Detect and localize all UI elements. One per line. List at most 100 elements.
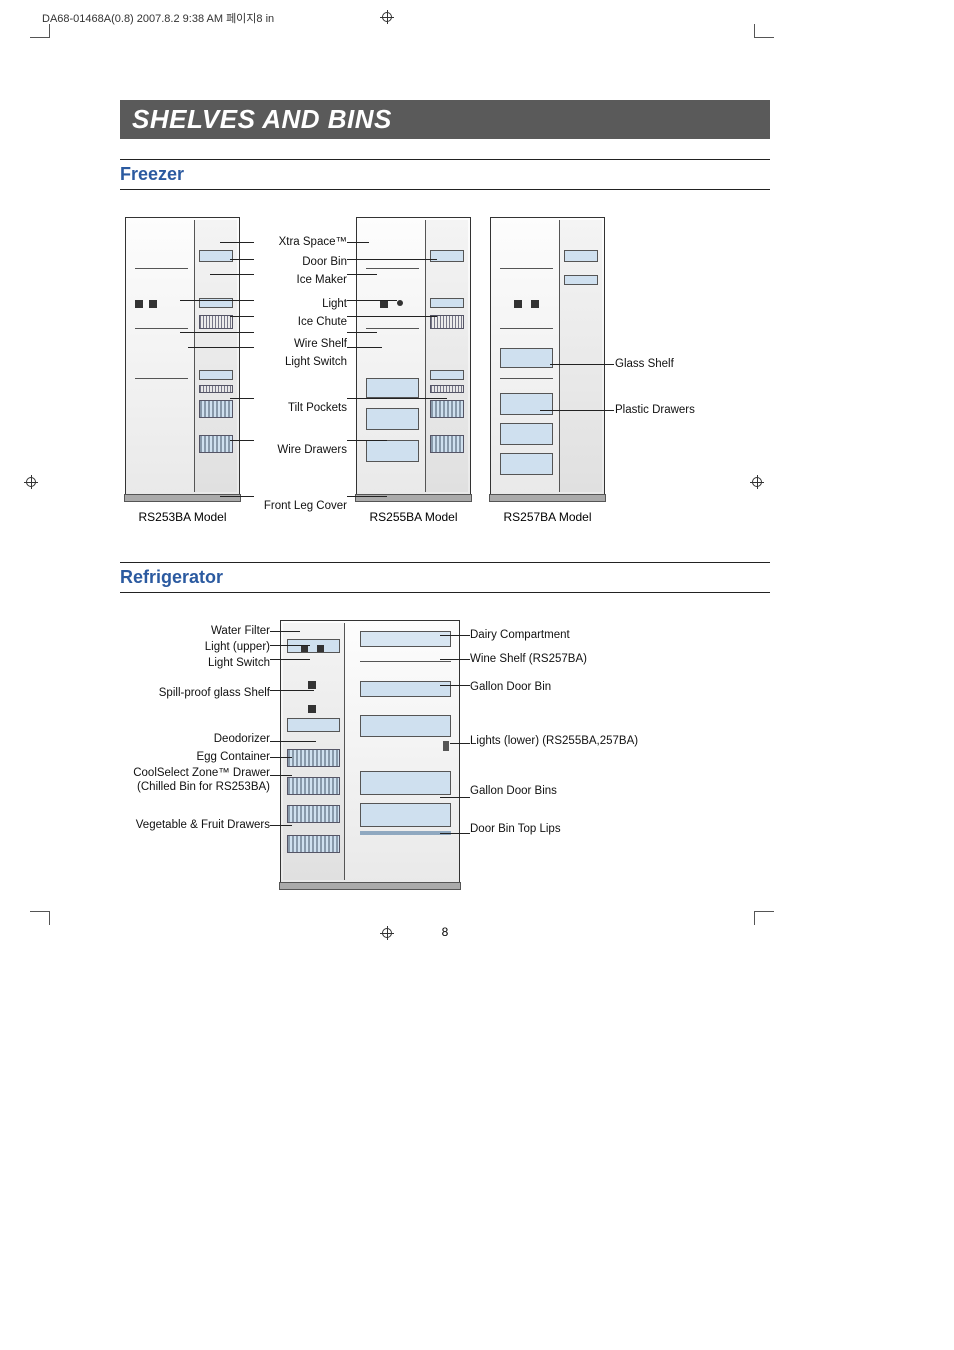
egg-container bbox=[287, 718, 340, 732]
label-plastic-drawers: Plastic Drawers bbox=[615, 404, 695, 416]
leader bbox=[270, 631, 300, 632]
door-bin-lip bbox=[360, 831, 451, 835]
light-icon bbox=[514, 300, 522, 308]
leader bbox=[550, 364, 614, 365]
door-panel bbox=[194, 220, 237, 492]
label-coolselect: CoolSelect Zone™ Drawer (Chilled Bin for… bbox=[90, 767, 270, 795]
leader bbox=[230, 259, 254, 260]
leader bbox=[180, 300, 254, 301]
freezer-rs253ba bbox=[125, 217, 240, 497]
label-gallon-bins: Gallon Door Bins bbox=[470, 785, 690, 797]
leader bbox=[188, 347, 254, 348]
leader bbox=[347, 274, 377, 275]
wine-shelf bbox=[360, 661, 451, 662]
caption-rs253ba: RS253BA Model bbox=[120, 510, 245, 524]
freezer-diagram: Xtra Space™ Door Bin Ice Maker Light Ice… bbox=[120, 212, 770, 542]
drawer bbox=[366, 440, 419, 462]
freezer-center-labels: Xtra Space™ Door Bin Ice Maker Light Ice… bbox=[252, 212, 347, 332]
label-glass-shelf: Glass Shelf bbox=[615, 358, 674, 370]
leg-cover bbox=[279, 882, 461, 890]
light-icon bbox=[317, 645, 324, 652]
page-number: 8 bbox=[120, 925, 770, 939]
shelf bbox=[366, 328, 419, 329]
plastic-drawer bbox=[500, 423, 553, 445]
bin bbox=[564, 275, 598, 285]
freezer-heading: Freezer bbox=[120, 159, 770, 190]
light-icon bbox=[135, 300, 143, 308]
plastic-drawer bbox=[500, 453, 553, 475]
leader bbox=[210, 274, 254, 275]
leader bbox=[347, 316, 437, 317]
glass-shelf bbox=[500, 378, 553, 379]
leader bbox=[347, 347, 382, 348]
glass-shelf bbox=[500, 328, 553, 329]
plastic-drawer bbox=[500, 348, 553, 368]
leader bbox=[270, 741, 316, 742]
leader bbox=[347, 259, 437, 260]
gallon-bin bbox=[360, 681, 451, 697]
drawer bbox=[366, 408, 419, 430]
light-icon bbox=[301, 645, 308, 652]
switch-icon bbox=[308, 681, 316, 689]
leader bbox=[450, 743, 470, 744]
section-title: SHELVES AND BINS bbox=[120, 100, 770, 139]
shelf bbox=[135, 378, 188, 379]
leader bbox=[347, 398, 447, 399]
leader bbox=[347, 242, 369, 243]
refrigerator-heading: Refrigerator bbox=[120, 562, 770, 593]
shelf bbox=[366, 268, 419, 269]
label-light-switch: Light Switch bbox=[252, 356, 347, 368]
leader bbox=[270, 825, 292, 826]
freezer-rs257ba bbox=[490, 217, 605, 497]
wire-texture bbox=[199, 435, 233, 453]
leader bbox=[230, 398, 254, 399]
door-panel bbox=[559, 220, 602, 492]
veg-fruit-drawer bbox=[287, 835, 340, 853]
leader bbox=[347, 300, 397, 301]
label-spill-proof: Spill-proof glass Shelf bbox=[90, 687, 270, 699]
wire-texture bbox=[199, 400, 233, 418]
leader bbox=[220, 496, 254, 497]
ice-chute bbox=[199, 315, 233, 329]
label-ice-chute: Ice Chute bbox=[252, 316, 347, 328]
door-bin bbox=[199, 370, 233, 380]
door-panel bbox=[425, 220, 468, 492]
label-ice-maker: Ice Maker bbox=[252, 274, 347, 286]
label-deodorizer: Deodorizer bbox=[90, 733, 270, 745]
leader bbox=[347, 496, 387, 497]
leader bbox=[440, 833, 470, 834]
leg-cover bbox=[489, 494, 606, 502]
crop-mark-top bbox=[380, 10, 394, 24]
label-veg-fruit: Vegetable & Fruit Drawers bbox=[90, 819, 270, 831]
leader bbox=[440, 659, 470, 660]
wire-texture bbox=[430, 435, 464, 453]
tilt-pocket-texture bbox=[430, 385, 464, 393]
label-wire-drawers: Wire Drawers bbox=[252, 444, 347, 456]
refrigerator-left-labels: Water Filter Light (upper) Light Switch … bbox=[90, 615, 270, 727]
door-bin bbox=[430, 370, 464, 380]
leader bbox=[347, 332, 377, 333]
dairy-bin bbox=[360, 631, 451, 647]
label-wire-shelf: Wire Shelf bbox=[252, 338, 347, 350]
label-light: Light bbox=[252, 298, 347, 310]
door-bin bbox=[430, 250, 464, 262]
label-lights-lower: Lights (lower) (RS255BA,257BA) bbox=[470, 735, 690, 747]
label-front-leg-cover: Front Leg Cover bbox=[252, 500, 347, 512]
label-gallon-bin: Gallon Door Bin bbox=[470, 681, 690, 693]
leader bbox=[440, 685, 470, 686]
glass-shelf bbox=[500, 268, 553, 269]
light-lower-icon bbox=[443, 741, 449, 751]
leader bbox=[230, 440, 254, 441]
light-icon bbox=[149, 300, 157, 308]
leader bbox=[440, 635, 470, 636]
label-dairy: Dairy Compartment bbox=[470, 629, 690, 641]
label-tilt-pockets: Tilt Pockets bbox=[252, 402, 347, 414]
leader bbox=[540, 410, 614, 411]
leader bbox=[270, 757, 292, 758]
door-bin bbox=[199, 250, 233, 262]
page-content: SHELVES AND BINS Freezer Xtra Space™ bbox=[120, 100, 770, 929]
leader bbox=[440, 797, 470, 798]
label-xtra-space: Xtra Space™ bbox=[252, 236, 347, 248]
corner-tr bbox=[754, 24, 774, 38]
refrigerator-diagram: Water Filter Light (upper) Light Switch … bbox=[120, 615, 770, 915]
